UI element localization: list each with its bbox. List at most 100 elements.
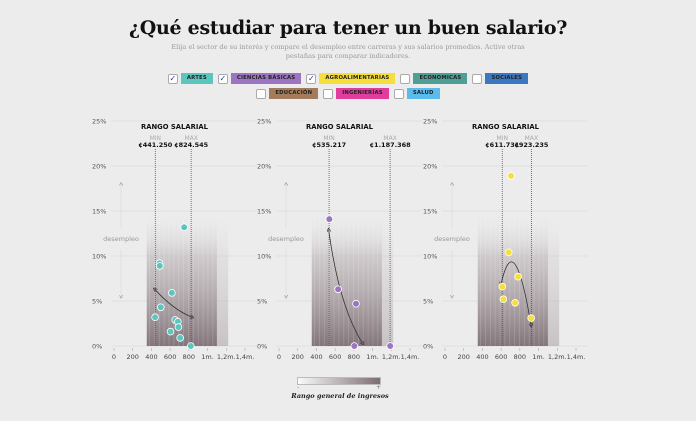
y-tick-label: 20%: [92, 163, 106, 171]
y-tick-label: 10%: [257, 253, 271, 261]
chart-panel-1: 0% 5% 10% 15% 20% 25% 0 200 400 600 800 1m. 1,2m. 1,4…: [257, 118, 422, 361]
filter-label: CIENCIAS BÁSICAS: [230, 73, 302, 84]
checkbox[interactable]: [323, 88, 334, 99]
filter-row-2: EDUCACIÓN INGENIERÍAS SALUD: [0, 88, 696, 99]
y-tick-label: 25%: [92, 118, 106, 126]
x-tick-label: 800: [348, 353, 360, 361]
data-point[interactable]: [151, 313, 159, 322]
data-point[interactable]: [176, 334, 184, 342]
filter-artes[interactable]: ✓ ARTES: [167, 73, 213, 84]
filter-agroalimentarias[interactable]: ✓ AGROALIMENTARIAS: [306, 73, 396, 84]
min-value: ¢535.217: [312, 141, 346, 149]
x-tick-label: 1,4m.: [401, 353, 420, 361]
data-point[interactable]: [187, 342, 195, 350]
x-tick-label: 1m.: [366, 353, 379, 361]
checkbox[interactable]: [472, 73, 483, 84]
y-tick-label: 15%: [423, 208, 437, 216]
x-tick-label: 1,4m.: [236, 353, 255, 361]
filter-sociales[interactable]: SOCIALES: [472, 73, 529, 84]
y-tick-label: 20%: [257, 163, 271, 171]
data-point[interactable]: [352, 299, 360, 308]
legend-min: -: [297, 384, 300, 391]
page-title: ¿Qué estudiar para tener un buen salario…: [128, 17, 568, 39]
data-point[interactable]: [386, 342, 394, 350]
income-band-light: [381, 211, 394, 346]
filter-label: ECONOMICAS: [413, 73, 468, 84]
data-point[interactable]: [507, 172, 515, 180]
x-tick-label: 200: [292, 353, 304, 361]
x-tick-label: 400: [310, 353, 322, 361]
data-point[interactable]: [514, 272, 522, 281]
filter-salud[interactable]: SALUD: [393, 88, 440, 99]
filter-ingenier-as[interactable]: INGENIERÍAS: [323, 88, 389, 99]
min-label: MIN: [150, 135, 161, 142]
filter-label: EDUCACIÓN: [269, 88, 319, 99]
filter-label: ARTES: [180, 73, 213, 84]
legend-max: +: [376, 384, 382, 391]
checkbox[interactable]: ✓: [306, 73, 317, 84]
data-point[interactable]: [504, 248, 513, 257]
data-point[interactable]: [334, 285, 342, 294]
checkbox[interactable]: [400, 73, 411, 84]
checkbox[interactable]: ✓: [217, 73, 228, 84]
income-band: [477, 211, 548, 346]
trend-arrow: [329, 230, 363, 343]
data-point[interactable]: [180, 223, 188, 232]
data-point[interactable]: [168, 289, 176, 297]
income-band-light: [547, 211, 560, 346]
x-tick-label: 200: [127, 353, 139, 361]
data-point[interactable]: [174, 323, 183, 331]
data-point[interactable]: [156, 303, 165, 312]
chart-panel-0: 0% 5% 10% 15% 20% 25% 0 200 400 600 800 1m. 1,2m. 1,4…: [92, 118, 257, 361]
min-label: MIN: [497, 135, 508, 142]
x-tick-label: 600: [495, 353, 507, 361]
x-tick-label: 0: [277, 353, 281, 361]
data-point[interactable]: [350, 342, 359, 350]
unemployment-label: desempleo: [103, 235, 139, 243]
data-point[interactable]: [325, 215, 334, 223]
filter-economicas[interactable]: ECONOMICAS: [400, 73, 468, 84]
chart-panel-2: 0% 5% 10% 15% 20% 25% 0 200 400 600 800 1m. 1,2m. 1,4…: [423, 118, 588, 361]
x-tick-label: 1m.: [201, 353, 214, 361]
filter-label: AGROALIMENTARIAS: [319, 73, 396, 84]
data-point[interactable]: [155, 262, 164, 270]
x-tick-label: 400: [476, 353, 488, 361]
data-point[interactable]: [166, 327, 175, 336]
x-tick-label: 0: [112, 353, 116, 361]
x-tick-label: 800: [183, 353, 195, 361]
checkbox[interactable]: [256, 88, 267, 99]
data-point[interactable]: [498, 282, 507, 291]
x-tick-label: 0: [443, 353, 447, 361]
max-value: ¢1.187.368: [370, 141, 412, 149]
y-tick-label: 25%: [257, 118, 271, 126]
checkbox[interactable]: [393, 88, 404, 99]
max-label: MAX: [383, 135, 396, 142]
data-point[interactable]: [511, 298, 519, 307]
trend-arrow: [501, 261, 531, 325]
filter-row-1: ✓ ARTES ✓ CIENCIAS BÁSICAS ✓ AGROALIMENTARIAS…: [0, 73, 696, 84]
x-tick-label: 600: [329, 353, 341, 361]
min-value: ¢441.250: [138, 141, 173, 149]
chart-title: RANGO SALARIAL: [472, 123, 540, 131]
x-tick-label: 1,2m.: [382, 353, 401, 361]
y-tick-label: 15%: [92, 208, 106, 216]
filter-label: SOCIALES: [485, 73, 529, 84]
checkbox[interactable]: ✓: [167, 73, 178, 84]
data-point[interactable]: [499, 295, 508, 304]
unemployment-label: desempleo: [434, 235, 470, 243]
page-subtitle: Elija el sector de su interés y compare …: [171, 43, 525, 60]
max-label: MAX: [184, 135, 197, 142]
x-tick-label: 600: [164, 353, 176, 361]
y-tick-label: 10%: [92, 253, 106, 261]
y-tick-label: 0%: [423, 343, 433, 351]
data-point[interactable]: [527, 314, 535, 322]
chart-title: RANGO SALARIAL: [141, 123, 209, 131]
filter-educaci-n[interactable]: EDUCACIÓN: [256, 88, 319, 99]
y-tick-label: 25%: [423, 118, 437, 126]
filter-ciencias-b-sicas[interactable]: ✓ CIENCIAS BÁSICAS: [217, 73, 302, 84]
y-tick-label: 10%: [423, 253, 437, 261]
min-value: ¢611.731: [485, 141, 520, 149]
x-tick-label: 400: [145, 353, 157, 361]
max-label: MAX: [525, 135, 538, 142]
